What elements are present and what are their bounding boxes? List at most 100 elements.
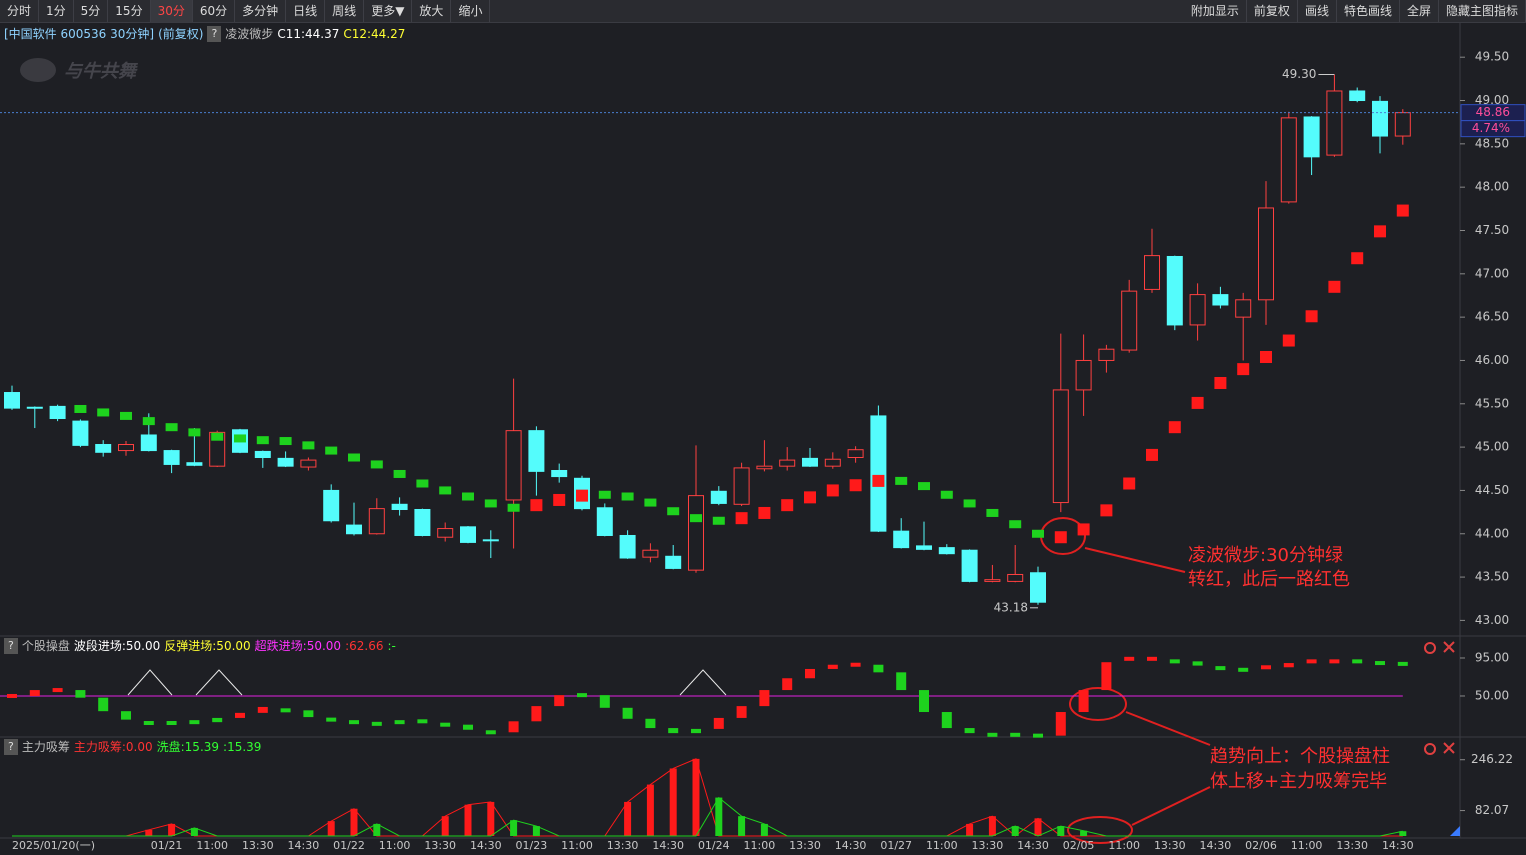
toolbar-button[interactable]: 30分 — [150, 0, 193, 22]
toolbar-button[interactable]: 前复权 — [1247, 0, 1298, 22]
lingbo-marker — [74, 404, 87, 413]
toolbar-button[interactable]: 1分 — [39, 0, 74, 22]
candle-body — [1075, 359, 1092, 391]
candle-body — [437, 528, 454, 538]
toolbar-button[interactable]: 15分 — [108, 0, 151, 22]
candle-body — [1258, 207, 1274, 301]
toolbar-button[interactable]: 特色画线 — [1337, 0, 1400, 22]
y-tick-label: 44.50 — [1475, 483, 1509, 497]
lingbo-marker — [530, 499, 543, 512]
toolbar-button[interactable]: 多分钟 — [235, 0, 287, 22]
lingbo-marker — [416, 479, 429, 488]
candle-body — [551, 470, 568, 478]
trend-bar — [736, 706, 747, 718]
toolbar-button[interactable]: 60分 — [193, 0, 236, 22]
lingbo-marker — [1351, 252, 1364, 265]
toolbar: 分时 1分 5分 15分 30分 60分 多分钟 日线 周线 更多▼ 放大 缩小 附加显示 前复权 画线 特色… — [0, 0, 1526, 23]
candle-body — [1394, 112, 1411, 137]
x-tick-label: 2025/01/20(一) — [12, 839, 95, 852]
trend-bar — [622, 707, 633, 719]
toolbar-button[interactable]: 隐藏主图指标 — [1439, 0, 1526, 22]
toolbar-button[interactable]: 全屏 — [1400, 0, 1439, 22]
logo-icon — [20, 58, 56, 82]
x-tick-label: 13:30 — [1336, 839, 1368, 852]
volume-bar — [988, 816, 996, 836]
help-icon[interactable]: ? — [207, 26, 222, 42]
indicator-line — [12, 796, 1403, 837]
help-icon[interactable]: ? — [4, 739, 18, 755]
toolbar-button[interactable]: 缩小 — [451, 0, 491, 22]
indicator-name: 凌波微步 — [225, 27, 274, 41]
trend-bar — [1238, 667, 1249, 672]
lingbo-marker — [1396, 204, 1409, 217]
candle-body — [665, 555, 682, 569]
trend-bar — [121, 711, 131, 720]
lingbo-marker — [439, 486, 452, 495]
candle-body — [1098, 348, 1115, 361]
lingbo-marker — [872, 474, 885, 487]
toolbar-button[interactable]: 5分 — [74, 0, 109, 22]
x-tick-label: 11:00 — [561, 839, 593, 852]
lingbo-marker — [1123, 477, 1136, 490]
candle-body — [1326, 90, 1343, 156]
trend-bar — [7, 693, 17, 698]
toolbar-button[interactable]: 周线 — [325, 0, 365, 22]
trend-bar — [52, 688, 63, 693]
x-tick-label: 02/06 — [1245, 839, 1277, 852]
trend-bar — [189, 720, 200, 725]
x-tick-label: 14:30 — [652, 839, 684, 852]
y-tick-label: 45.00 — [1475, 440, 1509, 454]
close-icon[interactable] — [1443, 641, 1455, 653]
toolbar-button[interactable]: 画线 — [1298, 0, 1337, 22]
candle-body — [1007, 573, 1024, 582]
volume-bar — [373, 823, 381, 836]
volume-bar — [692, 758, 700, 836]
toolbar-button[interactable]: 分时 — [0, 0, 40, 22]
volume-bar — [145, 829, 153, 836]
candle-body — [368, 508, 385, 535]
candle-body — [277, 457, 294, 467]
toolbar-button[interactable]: 更多▼ — [364, 0, 413, 22]
toolbar-button[interactable]: 附加显示 — [1184, 0, 1247, 22]
x-tick-label: 11:00 — [1108, 839, 1140, 852]
stock-title: [中国软件 600536 30分钟] — [4, 27, 155, 41]
settings-icon[interactable] — [1424, 642, 1436, 654]
legend-item: :- — [387, 639, 396, 653]
trend-bar — [805, 668, 815, 679]
trend-bar — [759, 690, 770, 707]
y-tick-label: 47.50 — [1475, 223, 1509, 237]
candle-body — [1349, 90, 1366, 102]
lingbo-marker — [1282, 334, 1295, 347]
lingbo-marker — [325, 446, 338, 455]
x-tick-label: 11:00 — [196, 839, 228, 852]
candle-body — [893, 530, 910, 549]
candle-body — [300, 459, 317, 468]
trend-bar — [599, 695, 610, 708]
toolbar-button[interactable]: 放大 — [412, 0, 452, 22]
close-icon[interactable] — [1443, 742, 1455, 754]
trend-bar — [1283, 663, 1294, 668]
candle-body — [779, 459, 796, 467]
settings-icon[interactable] — [1424, 743, 1436, 755]
x-tick-label: 11:00 — [1291, 839, 1323, 852]
volume-bar — [464, 804, 472, 836]
candle-body — [528, 430, 545, 472]
trend-bar — [919, 690, 929, 713]
lingbo-marker — [507, 503, 520, 512]
high-label: 49.30 — [1282, 67, 1316, 81]
legend-item: 反弹进场:50.00 — [164, 639, 251, 653]
lingbo-marker — [1168, 421, 1181, 434]
volume-bar — [441, 816, 449, 836]
candle-body — [916, 545, 932, 550]
help-icon[interactable]: ? — [4, 638, 18, 654]
toolbar-button[interactable]: 日线 — [286, 0, 326, 22]
candle-body — [1030, 572, 1046, 603]
lingbo-marker — [1191, 396, 1204, 409]
change-pct: 4.74% — [1472, 121, 1510, 135]
x-tick-label: 11:00 — [379, 839, 411, 852]
indicator-line — [12, 758, 1403, 837]
lingbo-marker — [576, 489, 588, 502]
trend-bar — [1147, 656, 1157, 661]
trend-bar — [349, 720, 359, 725]
x-tick-label: 13:30 — [789, 839, 821, 852]
